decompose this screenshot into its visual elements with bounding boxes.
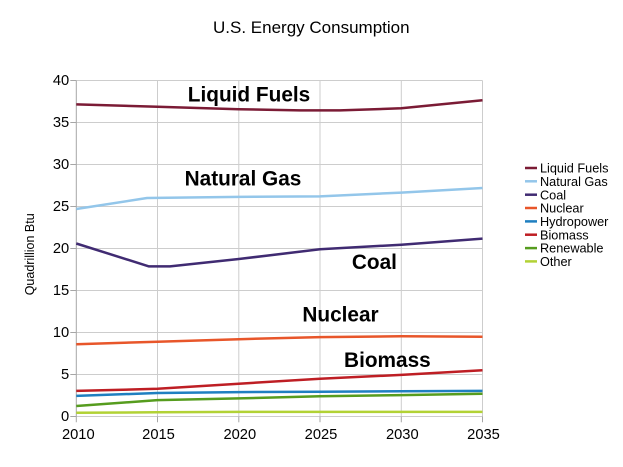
- svg-text:20: 20: [53, 241, 69, 257]
- svg-text:Natural Gas: Natural Gas: [185, 167, 302, 190]
- svg-text:30: 30: [53, 157, 69, 173]
- svg-text:Nuclear: Nuclear: [540, 202, 584, 216]
- svg-text:Biomass: Biomass: [540, 228, 589, 242]
- svg-text:15: 15: [53, 283, 69, 299]
- svg-text:Natural Gas: Natural Gas: [540, 175, 608, 189]
- svg-text:5: 5: [61, 367, 69, 383]
- svg-text:2025: 2025: [305, 427, 338, 443]
- svg-text:40: 40: [53, 73, 69, 89]
- svg-text:0: 0: [61, 409, 69, 425]
- svg-text:2015: 2015: [142, 427, 175, 443]
- svg-text:35: 35: [53, 115, 69, 131]
- svg-text:Quadrillion Btu: Quadrillion Btu: [23, 213, 37, 295]
- svg-text:2035: 2035: [467, 427, 500, 443]
- svg-text:10: 10: [53, 325, 69, 341]
- svg-text:Coal: Coal: [540, 188, 566, 202]
- svg-text:2030: 2030: [386, 427, 419, 443]
- svg-text:Liquid Fuels: Liquid Fuels: [540, 162, 608, 176]
- svg-text:25: 25: [53, 199, 69, 215]
- svg-text:Hydropower: Hydropower: [540, 215, 609, 229]
- svg-text:Coal: Coal: [352, 251, 397, 274]
- svg-text:Nuclear: Nuclear: [302, 304, 378, 327]
- svg-text:2010: 2010: [62, 427, 95, 443]
- svg-text:Other: Other: [540, 255, 573, 269]
- svg-text:U.S. Energy Consumption: U.S. Energy Consumption: [213, 18, 410, 37]
- svg-text:Biomass: Biomass: [344, 349, 431, 372]
- svg-text:Renewable: Renewable: [540, 242, 603, 256]
- svg-text:Liquid Fuels: Liquid Fuels: [188, 84, 310, 107]
- svg-text:2020: 2020: [223, 427, 256, 443]
